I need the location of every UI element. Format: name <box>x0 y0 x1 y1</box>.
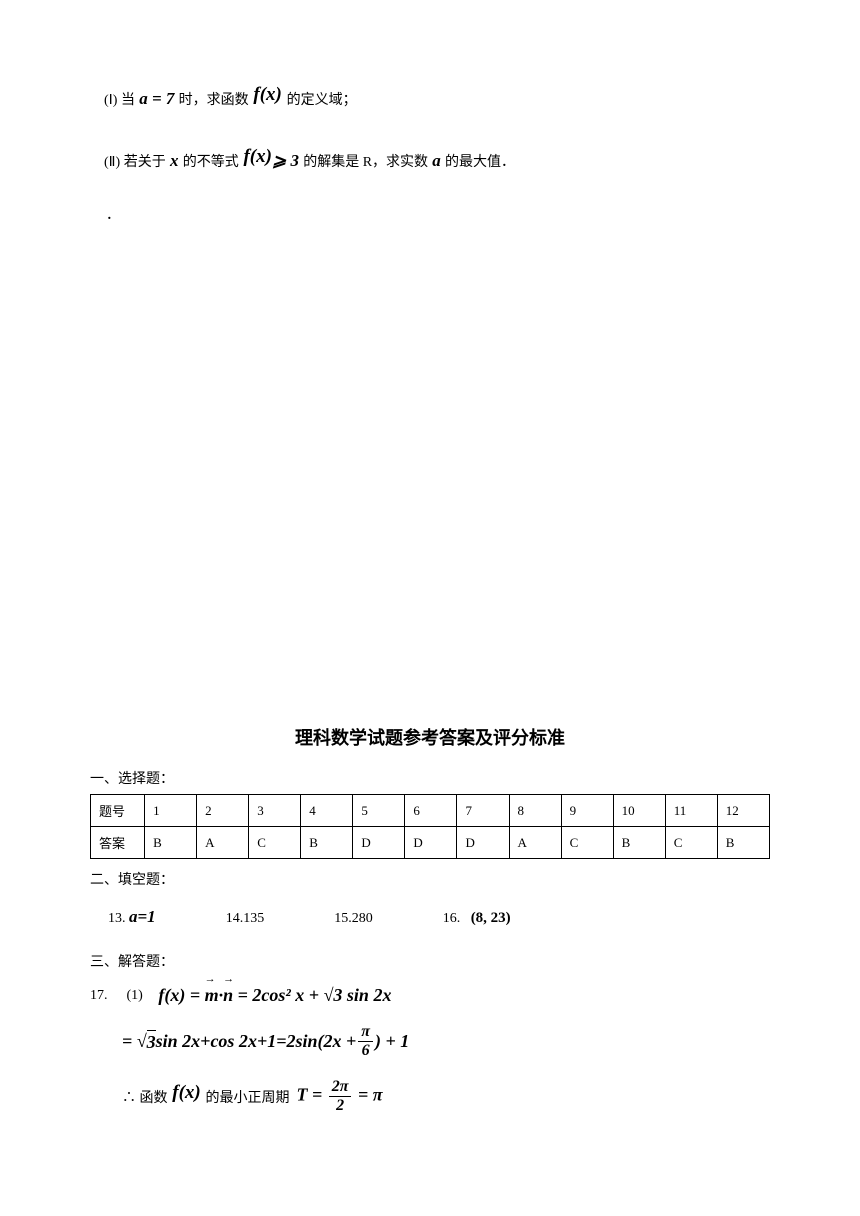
col-5: 5 <box>353 795 405 827</box>
part1-fx: f(x) <box>249 76 287 114</box>
q13: 13. a=1 <box>108 907 156 927</box>
col-8: 8 <box>509 795 561 827</box>
q17-formula-2: = √3 sin 2x + cos 2x + 1 = 2sin(2x + π6 … <box>122 1024 770 1059</box>
col-12: 12 <box>717 795 769 827</box>
answer-section-title: 理科数学试题参考答案及评分标准 <box>90 724 770 750</box>
col-11: 11 <box>665 795 717 827</box>
ans-6: D <box>405 827 457 859</box>
q14-val: 135 <box>243 911 264 926</box>
ans-9: C <box>561 827 613 859</box>
problem-part-1: (Ⅰ) 当 a = 7 时，求函数 f(x) 的定义域； <box>104 80 770 118</box>
col-9: 9 <box>561 795 613 827</box>
answer-table: 题号 1 2 3 4 5 6 7 8 9 10 11 12 答案 B A C B… <box>90 794 770 859</box>
q16-label: 16. <box>443 911 461 926</box>
ans-10: B <box>613 827 665 859</box>
q15-val: 280 <box>352 911 373 926</box>
table-header-row: 题号 1 2 3 4 5 6 7 8 9 10 11 12 <box>91 795 770 827</box>
col-4: 4 <box>301 795 353 827</box>
col-3: 3 <box>249 795 301 827</box>
q16: 16. (8, 23) <box>443 910 511 927</box>
ans-1: B <box>145 827 197 859</box>
part2-a: a <box>428 144 445 178</box>
q17-part: (1) <box>127 988 143 1004</box>
ans-12: B <box>717 827 769 859</box>
q13-label: 13. <box>108 911 126 926</box>
col-2: 2 <box>197 795 249 827</box>
col-10: 10 <box>613 795 665 827</box>
header-label: 题号 <box>91 795 145 827</box>
part2-mid2: 的解集是 R，求实数 <box>303 149 428 177</box>
dot-marker: ． <box>106 204 770 224</box>
ans-4: B <box>301 827 353 859</box>
q17-line-1: 17. (1) f(x) = m·n = 2cos² x + √3 sin 2x <box>90 985 770 1006</box>
part1-prefix: (Ⅰ) 当 <box>104 87 135 115</box>
q14: 14.135 <box>226 911 265 927</box>
ans-2: A <box>197 827 249 859</box>
ans-5: D <box>353 827 405 859</box>
ans-8: A <box>509 827 561 859</box>
fill-blank-row: 13. a=1 14.135 15.280 16. (8, 23) <box>108 907 770 927</box>
part1-condition: a = 7 <box>135 82 179 116</box>
part2-mid1: 的不等式 <box>183 149 239 177</box>
q17-conclusion: ∴ 函数 f(x) 的最小正周期 T = 2π2 = π <box>122 1079 770 1114</box>
q16-val: (8, 23) <box>471 910 511 926</box>
conclusion-fx: f(x) <box>168 1082 206 1104</box>
conclusion-T: T = 2π2 = π <box>296 1079 382 1114</box>
ans-7: D <box>457 827 509 859</box>
q15: 15.280 <box>334 911 373 927</box>
ans-3: C <box>249 827 301 859</box>
q17-formula-1: f(x) = m·n = 2cos² x + √3 sin 2x <box>158 985 391 1006</box>
ans-11: C <box>665 827 717 859</box>
q13-val: a=1 <box>129 907 156 926</box>
section-2-label: 二、填空题： <box>90 869 770 889</box>
part2-suffix: 的最大值． <box>445 149 515 177</box>
part2-var: x <box>166 144 183 178</box>
table-answer-row: 答案 B A C B D D D A C B C B <box>91 827 770 859</box>
part2-geq: ⩾ 3 <box>272 144 303 178</box>
q14-label: 14. <box>226 911 244 926</box>
problem-part-2: (Ⅱ) 若关于 x 的不等式 f(x) ⩾ 3 的解集是 R，求实数 a 的最大… <box>104 142 770 180</box>
part1-mid: 时，求函数 <box>179 87 249 115</box>
part2-prefix: (Ⅱ) 若关于 <box>104 149 166 177</box>
section-3-label: 三、解答题： <box>90 951 770 971</box>
col-6: 6 <box>405 795 457 827</box>
part2-fx: f(x) <box>239 138 272 176</box>
q17-label: 17. <box>90 988 108 1004</box>
conclusion-prefix: ∴ 函数 <box>122 1087 168 1107</box>
part1-suffix: 的定义域； <box>287 87 357 115</box>
conclusion-mid: 的最小正周期 <box>205 1087 289 1107</box>
q15-label: 15. <box>334 911 352 926</box>
col-7: 7 <box>457 795 509 827</box>
answer-label: 答案 <box>91 827 145 859</box>
section-1-label: 一、选择题： <box>90 768 770 788</box>
col-1: 1 <box>145 795 197 827</box>
